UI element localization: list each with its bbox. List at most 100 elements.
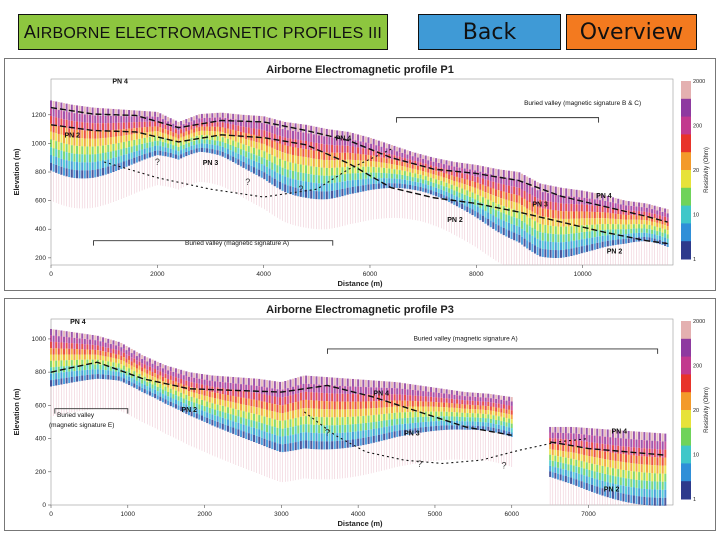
p1-annotation: Buried valley (magnetic signature A) [185,240,289,247]
p3-colorbar-swatch [681,338,691,358]
p1-colorbar-tick-label: 200 [693,124,702,130]
p3-x-tick-label: 6000 [505,511,520,518]
slide-title-text: AIRBORNE ELECTROMAGNETIC PROFILES III [24,22,382,43]
p1-colorbar-swatch [681,205,691,224]
p3-bracket [326,348,659,354]
p1-annotation: PN 4 [336,136,352,143]
p1-annotation: ? [298,184,303,194]
p3-colorbar-swatch [681,392,691,411]
p1-y-tick-label: 800 [35,169,46,176]
back-button[interactable]: Back [418,14,561,50]
p3-annotation: ? [417,459,422,469]
p3-colorbar-swatch [681,427,691,447]
p3-annotation: PN 4 [373,390,389,397]
p3-annotation: Buried valley [57,412,95,419]
p3-y-tick-label: 400 [35,436,46,443]
p1-y-tick-label: 200 [35,255,46,262]
overview-button[interactable]: Overview [566,14,697,50]
slide-title: AIRBORNE ELECTROMAGNETIC PROFILES III [18,14,388,50]
p1-y-tick-label: 600 [35,198,46,205]
p1-colorbar-tick-label: 10 [693,213,699,219]
p1-bracket [93,240,334,246]
p1-annotation: PN 2 [607,249,623,256]
p3-colorbar-tick-label: 2000 [693,319,705,325]
p3-y-tick-label: 1000 [32,336,47,343]
p1-x-tick-label: 6000 [363,271,378,278]
p3-x-tick-label: 2000 [197,511,212,518]
p3-x-tick-label: 4000 [351,511,366,518]
p3-annotation: ? [502,460,507,470]
p3-x-tick-label: 7000 [581,511,596,518]
p1-colorbar-swatch [681,170,691,189]
p1-colorbar-swatch [681,223,691,242]
p3-colorbar-tick-label: 10 [693,453,699,459]
p3-x-tick-label: 3000 [274,511,289,518]
chart-p3: Airborne Electromagnetic profile P3 PN 4 P… [12,304,710,528]
p3-colorbar-tick-label: 20 [693,408,699,414]
chart-p1: Airborne Electromagnetic profile P1 PN 4 P… [12,64,710,288]
p3-colorbar-swatch [681,321,691,340]
p1-y-tick-label: 400 [35,226,46,233]
p1-x-tick-label: 0 [49,271,53,278]
p1-x-tick-label: 8000 [469,271,484,278]
p1-colorbar-swatch [681,152,691,171]
p1-line-pn-4-boundary [50,106,668,223]
p1-colorbar-swatch [681,81,691,100]
p3-annotation: Buried valley (magnetic signature A) [414,336,518,343]
p3-x-tick-label: 0 [49,511,53,518]
p1-colorbar-swatch [681,187,691,207]
p1-annotation: Buried valley (magnetic signature B & C) [524,100,641,107]
p1-colorbar-label: Resistivity (Ohm) [704,147,710,193]
p1-annotation: ? [155,157,160,167]
p1-annotation: PN 2 [64,133,80,140]
p3-x-axis-label: Distance (m) [337,519,383,528]
slide-title-rest: IRBORNE ELECTROMAGNETIC PROFILES III [36,24,383,42]
chart-panel-p1: Airborne Electromagnetic profile P1 PN 4 P… [4,58,716,291]
p3-y-tick-label: 200 [35,469,46,476]
p1-annotation: PN 3 [203,160,219,167]
p3-annotation: ? [325,427,330,437]
p3-annotation: PN 4 [70,319,86,326]
p1-colorbar-tick-label: 2000 [693,79,705,85]
p1-colorbar-tick-label: 20 [693,168,699,174]
p3-title: Airborne Electromagnetic profile P3 [266,304,454,316]
p3-colorbar-swatch [681,445,691,464]
p1-colorbar-swatch [681,134,691,153]
p3-y-tick-label: 0 [42,502,46,509]
p3-colorbar-swatch [681,374,691,393]
p1-x-tick-label: 4000 [256,271,271,278]
slide-title-initial: A [23,21,37,42]
overview-button-label: Overview [579,19,684,45]
p3-colorbar-swatch [681,356,691,375]
p1-colorbar-swatch [681,116,691,135]
p3-annotation: PN 3 [404,430,420,437]
p1-annotation: PN 4 [596,193,612,200]
p3-line-buried-valley-base [304,411,589,465]
p1-annotation: PN 3 [532,201,548,208]
p3-colorbar-swatch [681,463,691,482]
p1-x-tick-label: 10000 [574,271,592,278]
back-button-label: Back [462,19,517,45]
p1-x-axis-label: Distance (m) [337,279,383,288]
p1-colorbar-swatch [681,241,691,260]
p1-colorbar-swatch [681,98,691,118]
p3-y-axis-label: Elevation (m) [12,388,21,436]
p3-colorbar-tick-label: 1 [693,497,696,503]
p1-y-tick-label: 1200 [32,112,47,119]
p3-annotation: PN 2 [604,487,620,494]
p1-line-pn-3-base [104,148,392,198]
p1-colorbar-tick-label: 1 [693,257,696,263]
p1-line-pn-2-boundary [50,124,668,245]
p1-y-axis-label: Elevation (m) [12,148,21,196]
p3-y-tick-label: 600 [35,402,46,409]
p3-annotation: PN 2 [181,407,197,414]
p3-annotation: PN 4 [611,429,627,436]
p1-bracket [396,117,600,123]
p1-x-tick-label: 2000 [150,271,165,278]
p3-x-tick-label: 5000 [428,511,443,518]
p1-annotation: PN 4 [112,78,128,85]
p3-x-tick-label: 1000 [121,511,136,518]
p3-colorbar-tick-label: 200 [693,364,702,370]
p3-bracket [54,408,129,414]
p1-y-tick-label: 1000 [32,140,47,147]
